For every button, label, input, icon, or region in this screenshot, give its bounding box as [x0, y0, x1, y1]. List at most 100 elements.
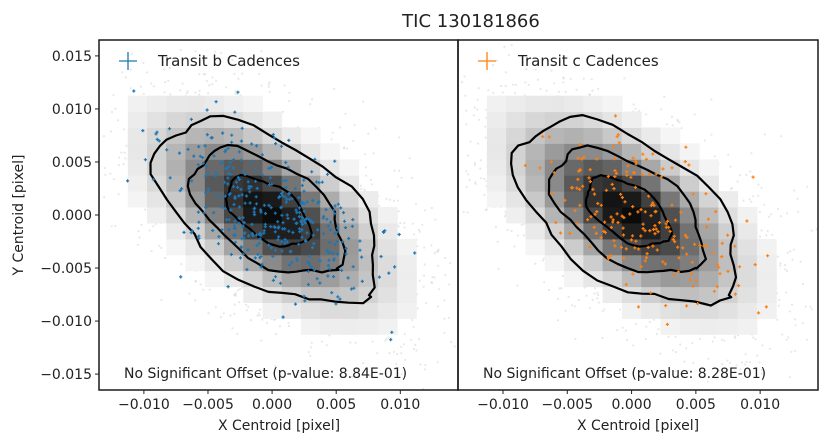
transit-point	[271, 254, 275, 258]
contour-line	[149, 114, 376, 305]
density-cell	[300, 318, 321, 335]
legend-label: Transit b Cadences	[157, 52, 300, 70]
transit-point	[248, 190, 252, 194]
background-point	[110, 110, 113, 114]
background-point	[513, 245, 516, 248]
background-point	[436, 361, 439, 364]
background-point	[288, 91, 291, 94]
transit-point	[226, 176, 230, 180]
background-point	[516, 234, 520, 237]
background-point	[491, 239, 493, 241]
transit-point	[211, 228, 215, 233]
transit-point	[300, 235, 304, 239]
background-point	[491, 247, 493, 249]
background-point	[446, 67, 448, 69]
transit-point	[326, 224, 330, 228]
transit-point	[273, 275, 278, 279]
background-point	[443, 331, 446, 334]
density-cell	[281, 270, 302, 288]
transit-point	[317, 181, 321, 185]
background-point	[265, 321, 269, 324]
transit-point	[350, 224, 354, 228]
background-point	[148, 229, 151, 232]
transit-point	[186, 147, 190, 151]
background-point	[234, 293, 237, 296]
background-point	[164, 81, 167, 84]
background-point	[110, 225, 113, 228]
transit-point	[332, 257, 336, 261]
density-cell	[377, 238, 398, 256]
transit-point	[294, 221, 298, 225]
density-cell	[300, 270, 321, 288]
background-point	[164, 256, 167, 260]
background-point	[492, 91, 495, 94]
transit-point	[203, 144, 207, 148]
background-point	[373, 366, 376, 369]
transit-point	[341, 211, 346, 215]
background-point	[399, 221, 402, 225]
transit-b-points	[126, 89, 417, 342]
background-point	[158, 244, 161, 247]
background-point	[781, 333, 784, 336]
background-point	[261, 318, 264, 321]
background-point	[267, 85, 271, 88]
background-point	[260, 84, 263, 87]
transit-point	[212, 154, 216, 158]
transit-point	[293, 302, 298, 306]
density-cell	[243, 159, 263, 176]
transit-point	[294, 208, 298, 212]
transit-point	[126, 179, 130, 183]
transit-point	[304, 217, 308, 221]
background-point	[652, 318, 655, 321]
background-point	[222, 312, 225, 315]
background-point	[752, 336, 755, 339]
transit-point	[197, 234, 201, 238]
background-point	[435, 250, 439, 253]
background-point	[387, 336, 390, 339]
transit-point	[196, 226, 200, 230]
background-point	[504, 71, 507, 74]
background-point	[436, 305, 440, 308]
transit-point	[328, 250, 332, 254]
background-point	[465, 109, 468, 112]
background-point	[109, 172, 112, 175]
background-point	[117, 193, 120, 196]
transit-point	[250, 142, 254, 146]
transit-point	[283, 195, 287, 199]
transit-point	[267, 243, 271, 247]
x-tick-label: −0.010	[118, 397, 170, 413]
transit-point	[205, 133, 209, 137]
transit-point	[167, 127, 172, 131]
transit-point	[151, 178, 155, 182]
background-point	[397, 210, 400, 213]
background-point	[678, 121, 681, 124]
transit-point	[318, 281, 322, 285]
transit-point	[267, 166, 271, 170]
background-point	[780, 135, 783, 138]
background-point	[343, 146, 346, 149]
background-point	[510, 230, 513, 233]
density-cell	[204, 223, 225, 240]
background-point	[118, 156, 121, 159]
background-point	[163, 68, 166, 71]
density-cell	[243, 95, 263, 113]
density-cell	[320, 143, 340, 160]
background-point	[241, 286, 244, 289]
background-point	[637, 109, 641, 113]
transit-point	[230, 140, 234, 144]
background-point	[211, 83, 214, 86]
transit-point	[217, 235, 221, 239]
density-cell	[397, 302, 417, 319]
background-point	[575, 88, 578, 91]
background-point	[388, 352, 391, 355]
background-point	[258, 72, 261, 75]
density-cell	[300, 159, 321, 176]
transit-point	[254, 195, 258, 199]
transit-point	[277, 195, 282, 199]
density-cell	[185, 191, 206, 208]
density-cell	[185, 95, 206, 113]
panel-transit-c: Transit c Cadences No Significant Offset…	[446, 39, 819, 434]
background-point	[412, 325, 415, 329]
density-cell	[243, 191, 263, 208]
background-point	[790, 303, 794, 306]
